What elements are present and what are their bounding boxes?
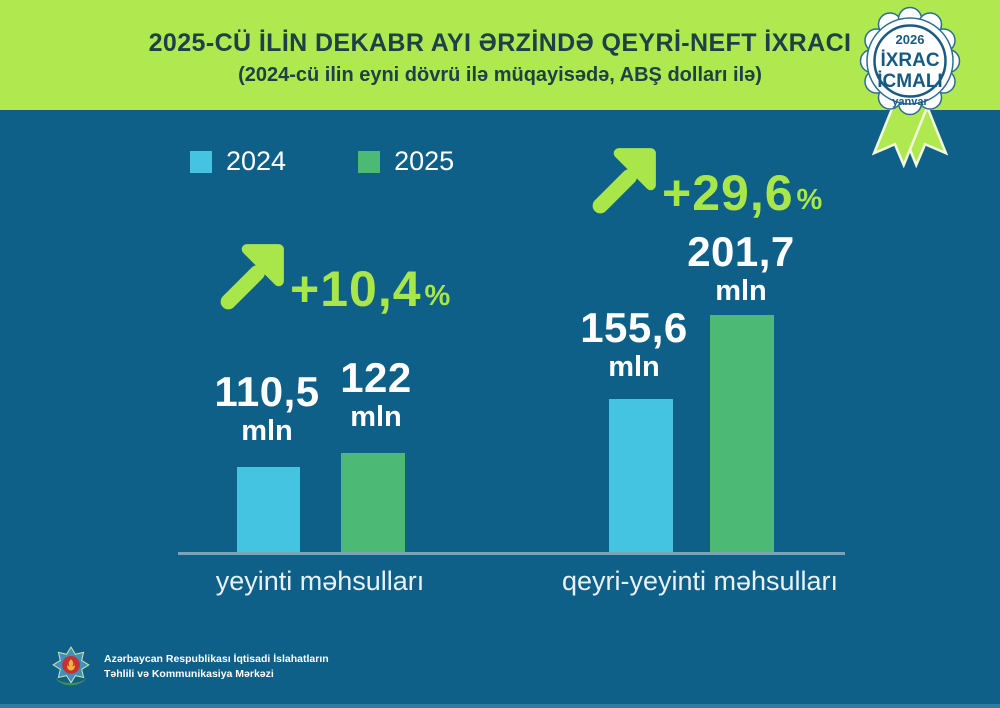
bar-nonfood-2024 (609, 399, 673, 554)
category-label-nonfood: qeyri-yeyinti məhsulları (561, 566, 839, 596)
value-number: 110,5 (214, 368, 320, 415)
up-right-arrow-icon (220, 244, 284, 310)
bar-food-2025 (341, 453, 405, 554)
value-label-nonfood-2024: 155,6 mln (549, 304, 719, 384)
value-unit: mln (608, 351, 660, 384)
badge-year: 2026 (896, 32, 925, 47)
page-title: 2025-CÜ İLİN DEKABR AYI ƏRZİNDƏ QEYRİ-NE… (148, 29, 852, 57)
x-axis-line (178, 552, 845, 555)
growth-value-food: +10,4 (290, 261, 422, 317)
growth-percent-sign-food: % (424, 280, 451, 312)
azerbaijan-emblem-icon (52, 646, 90, 686)
rosette-icon (859, 6, 961, 116)
value-label-food-2024: 110,5 mln (182, 368, 352, 448)
value-unit: mln (715, 275, 767, 308)
up-right-arrow-icon (592, 148, 656, 214)
header-band: 2025-CÜ İLİN DEKABR AYI ƏRZİNDƏ QEYRİ-NE… (0, 0, 1000, 110)
badge-line2: İCMALI (877, 71, 942, 92)
value-number: 122 (340, 354, 412, 401)
legend-label-2025: 2025 (394, 146, 455, 176)
category-label-food: yeyinti məhsulları (215, 566, 425, 596)
rosette-badge: 2026 İXRAC İCMALI yanvar (859, 6, 961, 169)
value-unit: mln (241, 415, 293, 448)
bar-nonfood-2025 (710, 315, 774, 554)
legend-swatch-2024 (190, 150, 212, 173)
legend-label-2024: 2024 (226, 146, 287, 176)
legend-item-2024: 2024 (190, 146, 286, 177)
org-name: Azərbaycan Respublikası İqtisadi İslahat… (104, 652, 329, 682)
value-number: 155,6 (580, 304, 688, 351)
growth-indicator-food: +10,4 % (216, 234, 450, 314)
value-label-food-2025: 122 mln (291, 354, 461, 434)
growth-indicator-nonfood: +29,6 % (588, 138, 822, 218)
legend: 2024 2025 (190, 146, 526, 177)
growth-value-nonfood: +29,6 (662, 165, 794, 221)
org-name-line2: Təhlili və Kommunikasiya Mərkəzi (104, 668, 274, 680)
growth-percent-sign-nonfood: % (796, 184, 823, 216)
value-unit: mln (350, 401, 402, 434)
bottom-accent-strip (0, 704, 1000, 708)
badge-month: yanvar (892, 96, 928, 108)
legend-item-2025: 2025 (358, 146, 454, 177)
legend-swatch-2025 (358, 150, 381, 173)
page-subtitle: (2024-cü ilin eyni dövrü ilə müqayisədə,… (238, 64, 762, 86)
org-name-line1: Azərbaycan Respublikası İqtisadi İslahat… (104, 652, 329, 665)
bar-food-2024 (237, 467, 300, 554)
value-number: 201,7 (687, 228, 795, 275)
footer: Azərbaycan Respublikası İqtisadi İslahat… (50, 645, 329, 689)
badge-line1: İXRAC (880, 50, 939, 71)
value-label-nonfood-2025: 201,7 mln (656, 228, 826, 308)
